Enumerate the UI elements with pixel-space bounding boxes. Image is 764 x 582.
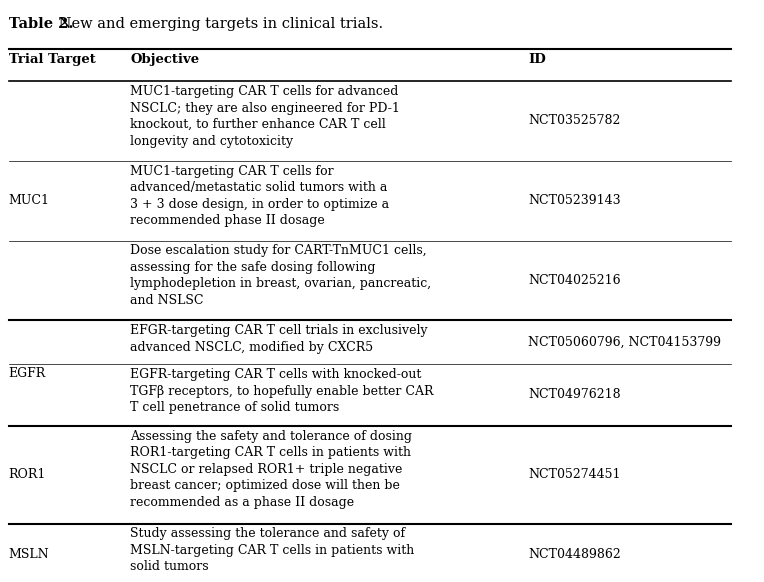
Text: EFGR-targeting CAR T cell trials in exclusively
advanced NSCLC, modified by CXCR: EFGR-targeting CAR T cell trials in excl…: [131, 324, 428, 354]
Text: Assessing the safety and tolerance of dosing
ROR1-targeting CAR T cells in patie: Assessing the safety and tolerance of do…: [131, 430, 413, 509]
Text: MSLN: MSLN: [8, 548, 50, 561]
Text: EGFR-targeting CAR T cells with knocked-out
TGFβ receptors, to hopefully enable : EGFR-targeting CAR T cells with knocked-…: [131, 368, 434, 414]
Text: EGFR: EGFR: [8, 367, 46, 379]
Text: NCT04489862: NCT04489862: [529, 548, 621, 561]
Text: Objective: Objective: [131, 53, 199, 66]
Text: Trial Target: Trial Target: [8, 53, 96, 66]
Text: MUC1: MUC1: [8, 194, 50, 207]
Text: NCT05274451: NCT05274451: [529, 468, 621, 481]
Text: NCT05060796, NCT04153799: NCT05060796, NCT04153799: [529, 336, 721, 349]
Text: MUC1-targeting CAR T cells for advanced
NSCLC; they are also engineered for PD-1: MUC1-targeting CAR T cells for advanced …: [131, 85, 400, 148]
Text: Study assessing the tolerance and safety of
MSLN-targeting CAR T cells in patien: Study assessing the tolerance and safety…: [131, 527, 415, 573]
Text: NCT04025216: NCT04025216: [529, 274, 621, 287]
Text: NCT05239143: NCT05239143: [529, 194, 621, 207]
Text: Table 2.: Table 2.: [8, 17, 73, 31]
Text: Dose escalation study for CART-TnMUC1 cells,
assessing for the safe dosing follo: Dose escalation study for CART-TnMUC1 ce…: [131, 244, 432, 307]
Text: New and emerging targets in clinical trials.: New and emerging targets in clinical tri…: [54, 17, 384, 31]
Text: ID: ID: [529, 53, 546, 66]
Text: MUC1-targeting CAR T cells for
advanced/metastatic solid tumors with a
3 + 3 dos: MUC1-targeting CAR T cells for advanced/…: [131, 165, 390, 228]
Text: NCT04976218: NCT04976218: [529, 388, 621, 402]
Text: ROR1: ROR1: [8, 468, 46, 481]
Text: NCT03525782: NCT03525782: [529, 115, 620, 127]
